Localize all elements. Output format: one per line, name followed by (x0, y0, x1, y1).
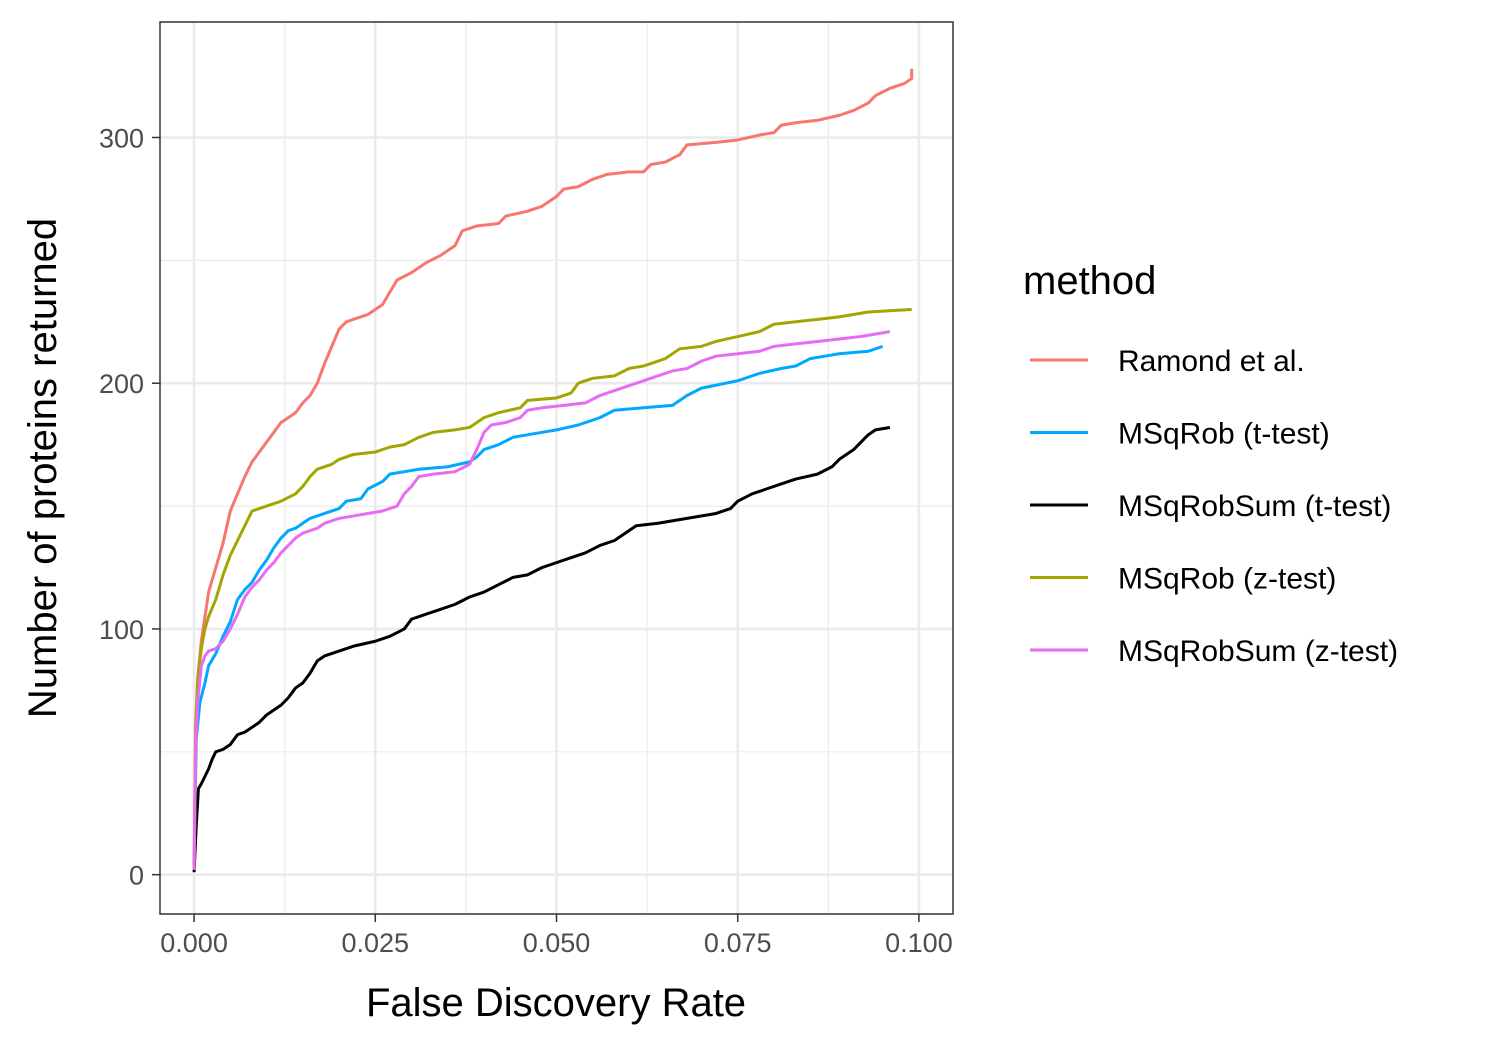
series-line-0 (192, 68, 914, 870)
x-tick-label: 0.025 (341, 928, 409, 958)
series-line-3 (192, 308, 912, 870)
legend-items: Ramond et al. MSqRob (t-test) MSqRobSum (t… (1030, 345, 1398, 668)
legend-label: MSqRobSum (t-test) (1118, 490, 1391, 523)
legend-label: MSqRob (z-test) (1118, 563, 1336, 596)
y-axis-title: Number of proteins returned (21, 218, 65, 718)
x-tick-label: 0.075 (704, 928, 772, 958)
series-line-4 (192, 330, 891, 870)
x-tick-label: 0.050 (523, 928, 591, 958)
legend-label: MSqRobSum (z-test) (1118, 635, 1398, 668)
y-tick-label: 100 (99, 615, 144, 645)
legend: method Ramond et al. MSqRob (t-test) MSqRo… (1023, 259, 1398, 668)
series-layer (192, 68, 914, 873)
major-gridlines (160, 22, 953, 914)
legend-label: MSqRob (t-test) (1118, 418, 1330, 451)
y-axis: 0 100 200 300 (99, 123, 160, 891)
series-line-1 (192, 344, 884, 870)
series-line-2 (192, 425, 891, 873)
x-axis-title: False Discovery Rate (366, 981, 746, 1025)
y-tick-label: 200 (99, 369, 144, 399)
y-tick-label: 0 (129, 861, 144, 891)
legend-label: Ramond et al. (1118, 345, 1305, 378)
x-axis: 0.000 0.025 0.050 0.075 0.100 (160, 914, 953, 958)
x-tick-label: 0.000 (160, 928, 228, 958)
legend-title: method (1023, 259, 1156, 303)
x-tick-label: 0.100 (885, 928, 953, 958)
y-tick-label: 300 (99, 123, 144, 153)
